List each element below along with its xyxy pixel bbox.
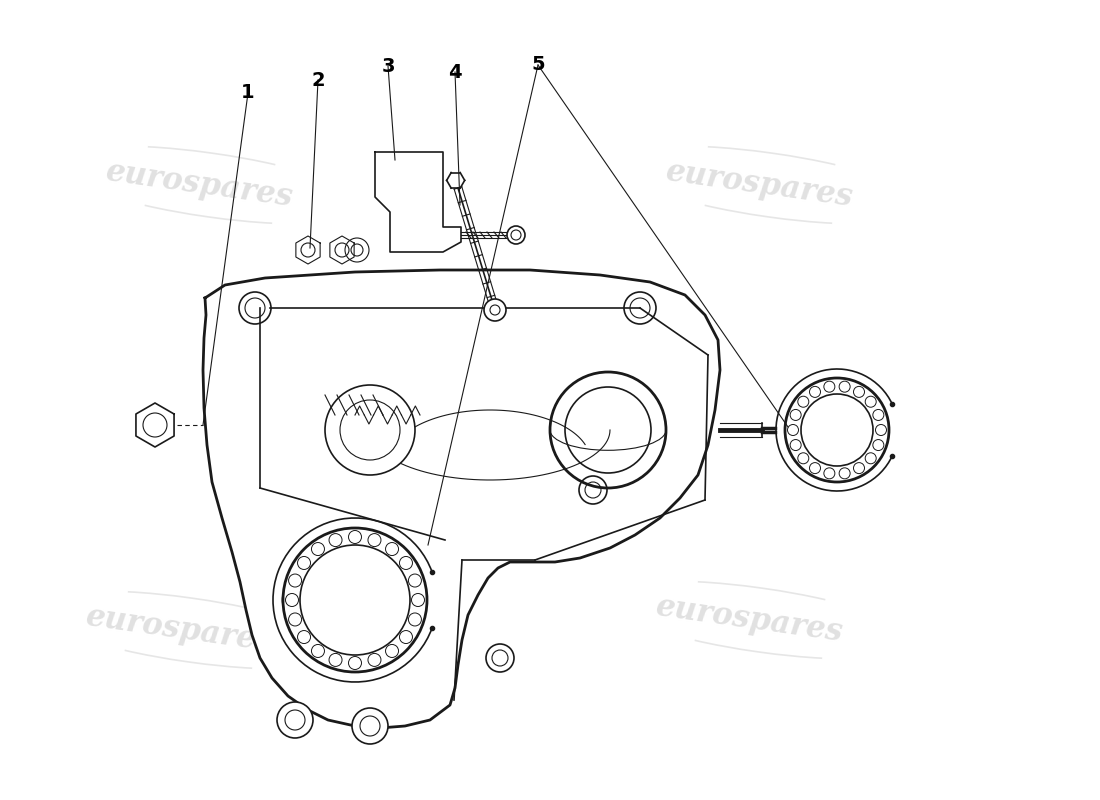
Circle shape [311, 645, 324, 658]
Circle shape [297, 557, 310, 570]
Text: 1: 1 [241, 83, 255, 102]
Circle shape [854, 386, 865, 398]
Circle shape [854, 462, 865, 474]
Circle shape [385, 645, 398, 658]
Circle shape [349, 530, 362, 543]
Circle shape [839, 468, 850, 479]
Circle shape [349, 657, 362, 670]
Circle shape [810, 386, 821, 398]
Text: eurospares: eurospares [104, 157, 296, 214]
Text: 4: 4 [448, 62, 462, 82]
Polygon shape [330, 236, 354, 264]
Circle shape [484, 299, 506, 321]
Circle shape [824, 381, 835, 392]
Circle shape [790, 410, 801, 421]
Circle shape [345, 238, 368, 262]
Text: eurospares: eurospares [664, 157, 856, 214]
Text: eurospares: eurospares [654, 591, 846, 649]
Circle shape [297, 630, 310, 643]
Circle shape [550, 372, 666, 488]
Polygon shape [296, 236, 320, 264]
Circle shape [876, 425, 887, 435]
Polygon shape [204, 270, 720, 728]
Circle shape [785, 378, 889, 482]
Circle shape [368, 534, 381, 546]
Circle shape [283, 528, 427, 672]
Polygon shape [136, 403, 174, 447]
Text: 2: 2 [311, 70, 324, 90]
Text: 3: 3 [382, 57, 395, 75]
Polygon shape [375, 152, 461, 252]
Circle shape [872, 439, 883, 450]
Text: 5: 5 [531, 55, 544, 74]
Circle shape [288, 574, 301, 587]
Circle shape [866, 396, 877, 407]
Circle shape [872, 410, 883, 421]
Circle shape [507, 226, 525, 244]
Circle shape [385, 542, 398, 555]
Circle shape [329, 534, 342, 546]
Circle shape [399, 630, 412, 643]
Circle shape [352, 708, 388, 744]
Circle shape [790, 439, 801, 450]
Circle shape [324, 385, 415, 475]
Circle shape [788, 425, 799, 435]
Circle shape [839, 381, 850, 392]
Text: eurospares: eurospares [85, 602, 276, 658]
Circle shape [277, 702, 313, 738]
Circle shape [810, 462, 821, 474]
Circle shape [329, 654, 342, 666]
Circle shape [798, 396, 808, 407]
Circle shape [399, 557, 412, 570]
Circle shape [311, 542, 324, 555]
Circle shape [288, 613, 301, 626]
Circle shape [368, 654, 381, 666]
Circle shape [824, 468, 835, 479]
Circle shape [408, 574, 421, 587]
Circle shape [408, 613, 421, 626]
Circle shape [866, 453, 877, 464]
Circle shape [411, 594, 425, 606]
Circle shape [286, 594, 298, 606]
Circle shape [798, 453, 808, 464]
